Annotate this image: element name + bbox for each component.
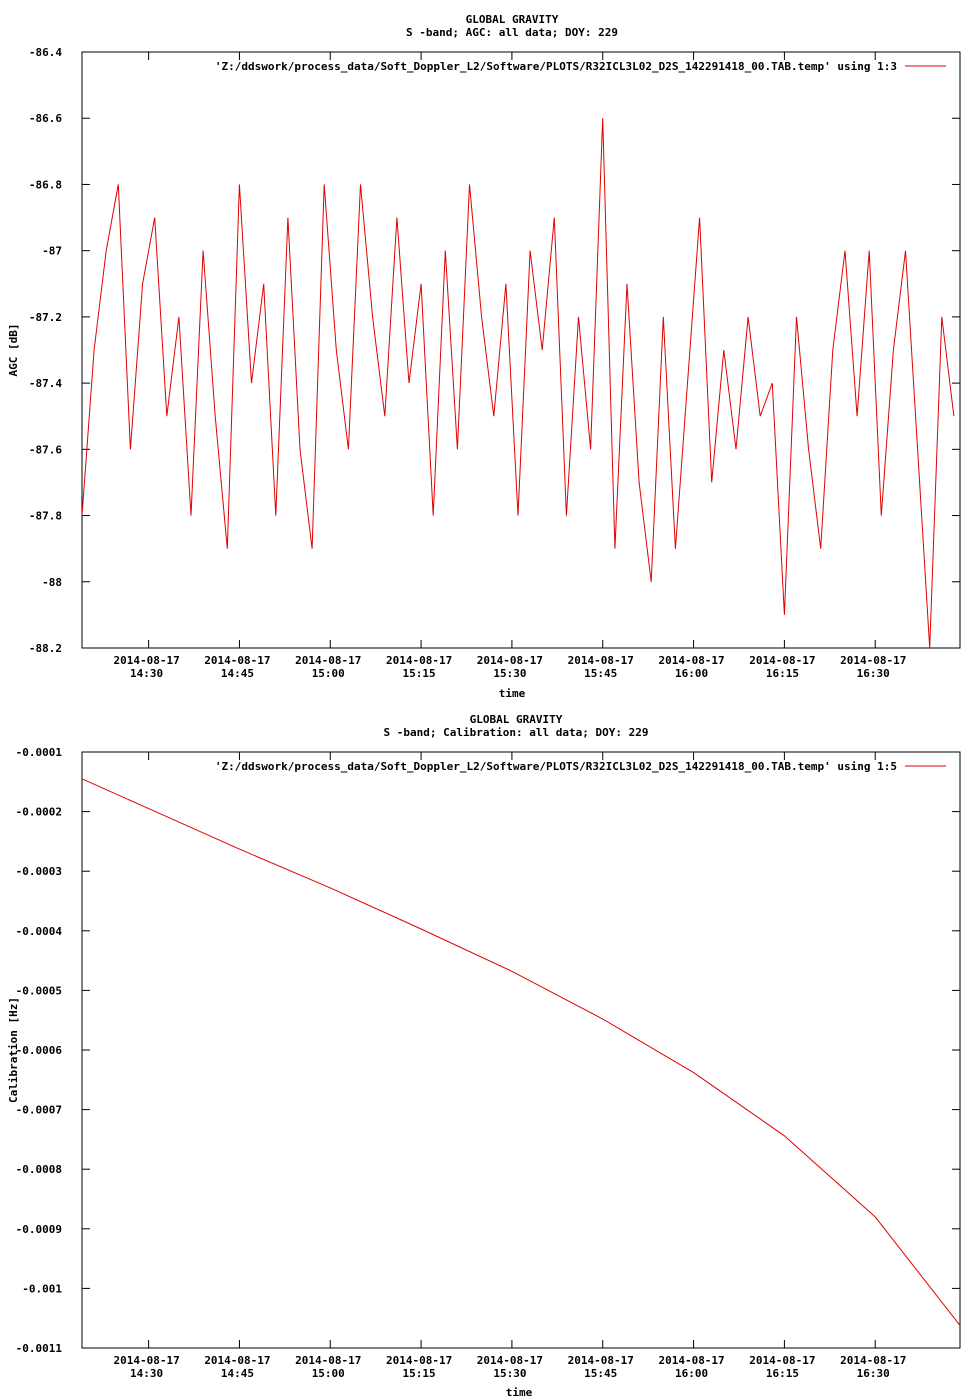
y-tick-label: -87.2: [29, 311, 62, 324]
calibration-plot-frame: [81, 751, 961, 1349]
x-tick-time: 15:15: [403, 667, 436, 680]
x-tick-date: 2014-08-17: [568, 1354, 634, 1367]
calibration-y-axis-label: Calibration [Hz]: [7, 997, 20, 1103]
x-tick-date: 2014-08-17: [204, 1354, 270, 1367]
agc-y-axis: -86.4 -86.6 -86.8 -87 -87.2 -87.4 -87.6 -87.8 -8…: [29, 46, 960, 655]
calibration-legend-label: 'Z:/ddswork/process_data/Soft_Doppler_L2…: [215, 760, 897, 773]
y-tick-label: -0.0011: [16, 1342, 63, 1355]
x-tick-time: 16:00: [675, 1367, 708, 1380]
agc-chart: GLOBAL GRAVITY S -band; AGC: all data; D…: [7, 13, 961, 700]
x-tick-date: 2014-08-17: [477, 654, 543, 667]
agc-legend-label: 'Z:/ddswork/process_data/Soft_Doppler_L2…: [215, 60, 897, 73]
y-tick-label: -87.6: [29, 443, 62, 456]
calibration-chart: GLOBAL GRAVITY S -band; Calibration: all…: [7, 713, 961, 1399]
x-tick-time: 15:00: [312, 667, 345, 680]
x-tick-date: 2014-08-17: [386, 654, 452, 667]
calibration-series: [81, 778, 961, 1326]
x-tick-time: 15:00: [312, 1367, 345, 1380]
y-tick-label: -86.8: [29, 178, 62, 191]
y-tick-label: -87.4: [29, 377, 62, 390]
x-tick-date: 2014-08-17: [477, 1354, 543, 1367]
agc-chart-subtitle: S -band; AGC: all data; DOY: 229: [406, 26, 618, 39]
calibration-legend: 'Z:/ddswork/process_data/Soft_Doppler_L2…: [215, 760, 946, 773]
y-tick-label: -0.0005: [16, 984, 62, 997]
x-tick-time: 14:30: [130, 667, 163, 680]
y-tick-label: -88: [42, 576, 62, 589]
y-tick-label: -0.0006: [16, 1044, 63, 1057]
x-tick-time: 15:30: [493, 1367, 526, 1380]
y-tick-label: -0.0004: [16, 925, 63, 938]
x-tick-time: 16:00: [675, 667, 708, 680]
y-tick-label: -0.0008: [16, 1163, 62, 1176]
x-tick-time: 16:15: [766, 667, 799, 680]
y-tick-label: -0.0009: [16, 1223, 62, 1236]
y-tick-label: -86.6: [29, 112, 62, 125]
x-tick-date: 2014-08-17: [840, 1354, 906, 1367]
y-tick-label: -0.0002: [16, 806, 62, 819]
y-tick-label: -0.0007: [16, 1104, 62, 1117]
x-tick-time: 16:15: [766, 1367, 799, 1380]
x-tick-time: 14:45: [221, 667, 254, 680]
y-tick-label: -87.8: [29, 510, 62, 523]
x-tick-date: 2014-08-17: [204, 654, 270, 667]
agc-chart-title: GLOBAL GRAVITY: [466, 13, 559, 26]
agc-x-axis: 2014-08-1714:302014-08-1714:452014-08-17…: [113, 52, 906, 680]
x-tick-date: 2014-08-17: [840, 654, 906, 667]
agc-plot-frame: [81, 51, 961, 649]
y-tick-label: -0.0001: [16, 746, 63, 759]
x-tick-time: 15:15: [403, 1367, 436, 1380]
x-tick-time: 16:30: [857, 1367, 890, 1380]
series-line-0: [81, 778, 961, 1326]
x-tick-time: 15:45: [584, 1367, 617, 1380]
x-tick-date: 2014-08-17: [658, 1354, 724, 1367]
x-tick-time: 14:30: [130, 1367, 163, 1380]
calibration-chart-subtitle: S -band; Calibration: all data; DOY: 229: [384, 726, 649, 739]
y-tick-label: -0.0003: [16, 865, 62, 878]
y-tick-label: -88.2: [29, 642, 62, 655]
x-tick-date: 2014-08-17: [295, 1354, 361, 1367]
x-tick-date: 2014-08-17: [658, 654, 724, 667]
x-tick-date: 2014-08-17: [386, 1354, 452, 1367]
x-tick-time: 15:45: [584, 667, 617, 680]
agc-legend: 'Z:/ddswork/process_data/Soft_Doppler_L2…: [215, 60, 946, 73]
x-tick-date: 2014-08-17: [749, 1354, 815, 1367]
x-tick-date: 2014-08-17: [113, 1354, 179, 1367]
y-tick-label: -86.4: [29, 46, 62, 59]
y-tick-label: -0.001: [22, 1282, 62, 1295]
x-tick-date: 2014-08-17: [568, 654, 634, 667]
x-tick-date: 2014-08-17: [113, 654, 179, 667]
calibration-x-axis: 2014-08-1714:302014-08-1714:452014-08-17…: [113, 752, 906, 1380]
agc-y-axis-label: AGC [dB]: [7, 324, 20, 377]
agc-x-axis-label: time: [499, 687, 526, 700]
x-tick-time: 14:45: [221, 1367, 254, 1380]
agc-series: [81, 118, 955, 649]
x-tick-time: 15:30: [493, 667, 526, 680]
calibration-chart-title: GLOBAL GRAVITY: [470, 713, 563, 726]
x-tick-date: 2014-08-17: [295, 654, 361, 667]
calibration-x-axis-label: time: [506, 1386, 533, 1399]
series-line-0: [81, 118, 955, 649]
calibration-y-axis: -0.0001 -0.0002 -0.0003 -0.0004 -0.0005 -0.00…: [16, 746, 960, 1355]
x-tick-time: 16:30: [857, 667, 890, 680]
x-tick-date: 2014-08-17: [749, 654, 815, 667]
y-tick-label: -87: [42, 245, 62, 258]
